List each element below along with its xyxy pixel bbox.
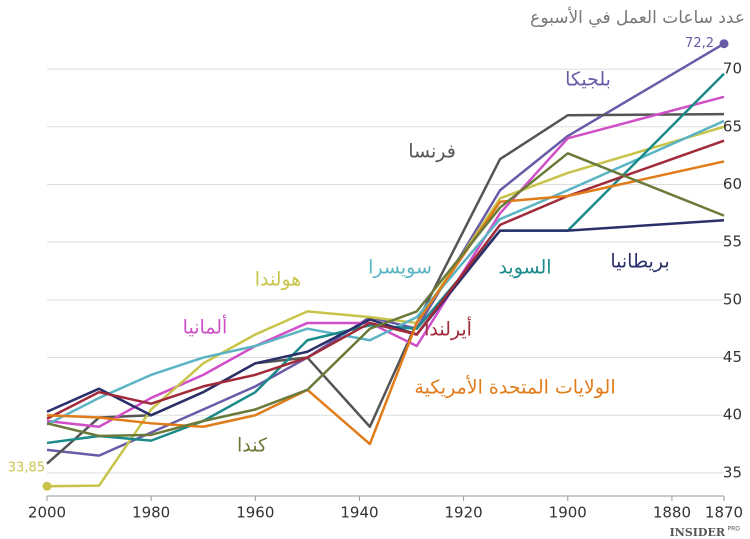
series-label: هولندا xyxy=(255,269,302,291)
x-tick-label: 1870 xyxy=(705,504,743,522)
y-tick-label: 60 xyxy=(723,175,742,193)
x-tick-label: 1880 xyxy=(653,504,691,522)
series-label: بلجيكا xyxy=(565,69,611,91)
x-tick-label: 1960 xyxy=(236,504,274,522)
y-tick-label: 45 xyxy=(723,348,742,366)
value-label: 33,85 xyxy=(8,461,45,476)
y-tick-label: 55 xyxy=(723,233,742,251)
series-label: كندا xyxy=(237,435,268,457)
series-label: ألمانيا xyxy=(183,315,228,339)
x-tick-label: 1980 xyxy=(132,504,170,522)
value-label: 72,2 xyxy=(685,36,714,51)
series-label: فرنسا xyxy=(408,141,456,163)
y-tick-label: 65 xyxy=(723,117,742,135)
series-line xyxy=(46,139,725,420)
series-line xyxy=(46,125,725,488)
x-tick-label: 1920 xyxy=(445,504,483,522)
credit: INSIDER xyxy=(670,526,726,539)
end-point xyxy=(719,39,729,49)
y-tick-label: 50 xyxy=(723,290,742,308)
x-tick-label: 2000 xyxy=(28,504,66,522)
y-tick-label: 35 xyxy=(723,463,742,481)
series-label: الولايات المتحدة الأمريكية xyxy=(414,376,615,399)
series-label: أيرلندا xyxy=(424,317,472,341)
series-label: السويد xyxy=(498,257,551,279)
series-line xyxy=(46,219,725,417)
series-line xyxy=(46,152,725,438)
series-line xyxy=(46,160,725,446)
x-tick-label: 1940 xyxy=(340,504,378,522)
x-tick-label: 1900 xyxy=(549,504,587,522)
series-line xyxy=(46,119,725,426)
y-tick-label: 70 xyxy=(723,60,742,78)
series-label: سويسرا xyxy=(368,257,432,279)
chart-title: عدد ساعات العمل في الأسبوع xyxy=(530,7,745,28)
credit-sup: PRO xyxy=(727,526,740,533)
series-label: بريطانيا xyxy=(610,251,669,273)
y-tick-label: 40 xyxy=(723,406,742,424)
end-point xyxy=(42,481,52,491)
